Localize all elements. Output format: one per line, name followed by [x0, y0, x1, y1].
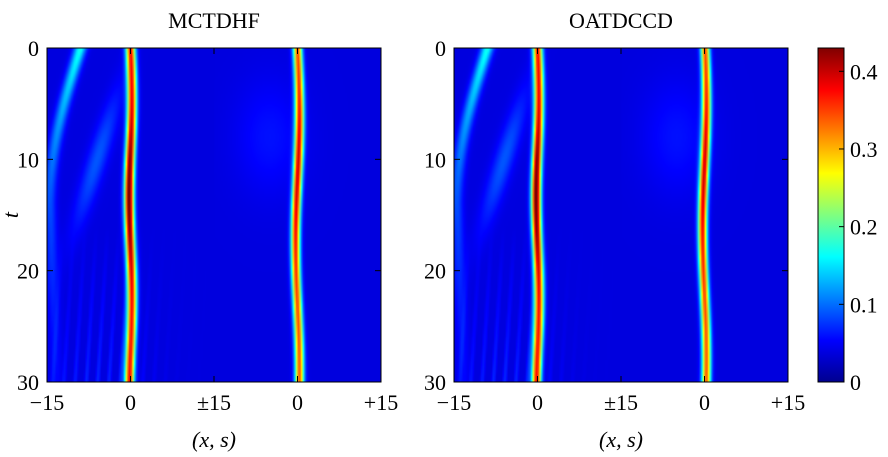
- colorbar: 0 0.1 0.2 0.3 0.4: [817, 47, 878, 395]
- x-tick-label: −15: [30, 390, 64, 415]
- x-tick-label: −15: [437, 390, 471, 415]
- x-axis-label: (x, s): [599, 427, 643, 452]
- x-tick-label: 0: [125, 390, 136, 415]
- y-tick-label: 0: [28, 36, 39, 61]
- heatmap-image: [47, 48, 381, 382]
- x-tick-label: 0: [699, 390, 710, 415]
- x-tick-label: 0: [292, 390, 303, 415]
- x-tick-label: ±15: [604, 390, 638, 415]
- colorbar-fill: [818, 48, 844, 382]
- y-tick-label: 10: [17, 147, 39, 172]
- colorbar-ticks: 0 0.1 0.2 0.3 0.4: [839, 59, 878, 395]
- x-axis-label: (x, s): [192, 427, 236, 452]
- x-ticks: −15 0 ±15 0 +15: [30, 48, 398, 415]
- y-tick-label: 0: [435, 36, 446, 61]
- y-axis-label: t: [0, 211, 23, 218]
- colorbar-tick-label: 0.4: [850, 59, 878, 84]
- y-tick-label: 20: [424, 259, 446, 284]
- y-ticks: 0 10 20 30: [17, 36, 381, 395]
- panel-title: OATDCCD: [569, 8, 673, 33]
- x-ticks: −15 0 ±15 0 +15: [437, 48, 805, 415]
- x-tick-label: +15: [364, 390, 398, 415]
- y-tick-label: 30: [17, 370, 39, 395]
- heatmap-panel-mctdhf: MCTDHF 0 10 20 30 −15 0 ±15 0 +15 t (x, s): [0, 8, 398, 452]
- x-tick-label: ±15: [197, 390, 231, 415]
- colorbar-tick-label: 0.1: [850, 292, 878, 317]
- heatmap-panel-oatdccd: OATDCCD 0 10 20 30 −15 0 ±15 0 +15 (x, s): [424, 8, 805, 452]
- colorbar-tick-label: 0: [850, 370, 861, 395]
- y-tick-label: 20: [17, 259, 39, 284]
- y-tick-label: 10: [424, 147, 446, 172]
- y-tick-label: 30: [424, 370, 446, 395]
- y-ticks: 0 10 20 30: [424, 36, 788, 395]
- colorbar-tick-label: 0.2: [850, 215, 878, 240]
- x-tick-label: +15: [771, 390, 805, 415]
- heatmap-image: [454, 48, 788, 382]
- colorbar-frame: [817, 47, 845, 383]
- panel-title: MCTDHF: [168, 8, 260, 33]
- x-tick-label: 0: [532, 390, 543, 415]
- colorbar-tick-label: 0.3: [850, 137, 878, 162]
